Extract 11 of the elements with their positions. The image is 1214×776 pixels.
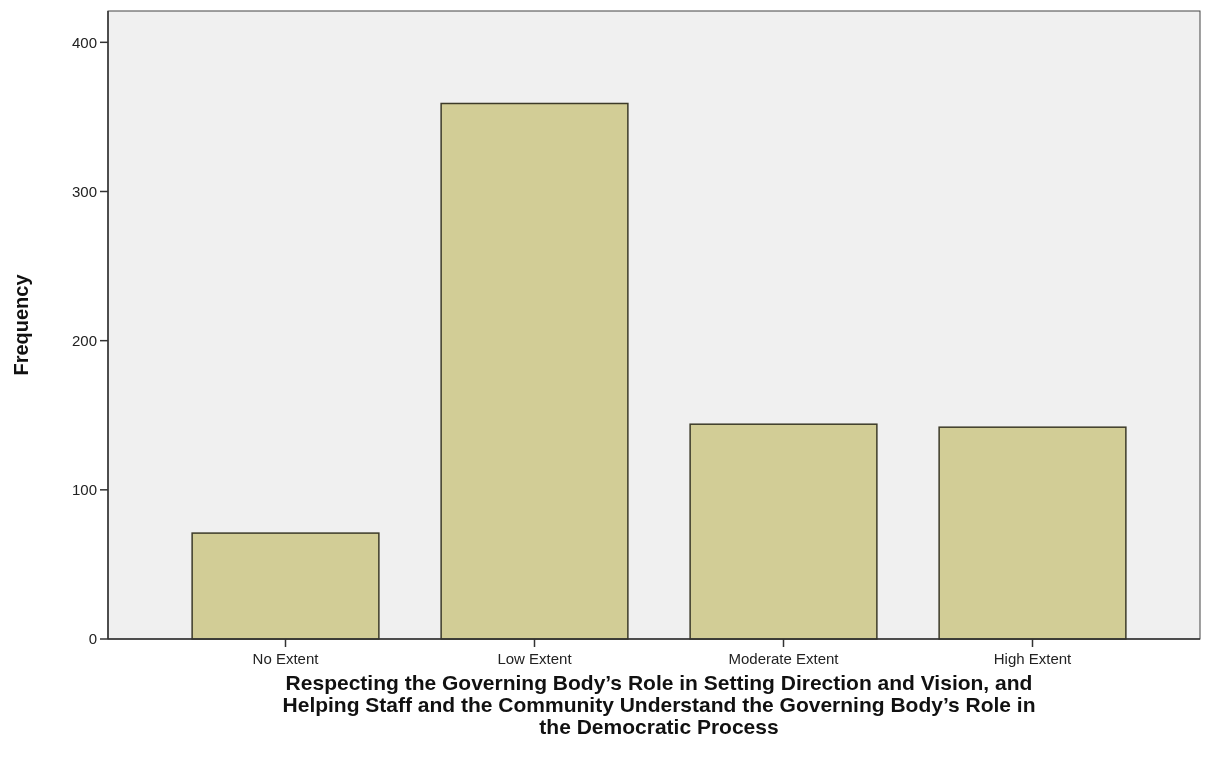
x-tick-label: High Extent (993, 650, 1073, 667)
y-tick-label: 100 (71, 481, 97, 499)
x-tick-label: Low Extent (497, 650, 573, 667)
y-tick-label: 400 (71, 33, 97, 51)
x-tick-label: Moderate Extent (728, 650, 840, 667)
y-axis-title: Frequency (10, 273, 32, 376)
x-tick-label: No Extent (252, 650, 320, 667)
y-tick-label: 300 (71, 182, 97, 200)
y-tick-label: 200 (71, 331, 97, 349)
y-tick-label: 0 (88, 630, 97, 648)
x-axis-title: Respecting the Governing Body’s Role in Setting Direction and Vision, and Helping Staff and the Community Understand the Governing Body’s Role in the Democratic Process (282, 671, 1036, 738)
